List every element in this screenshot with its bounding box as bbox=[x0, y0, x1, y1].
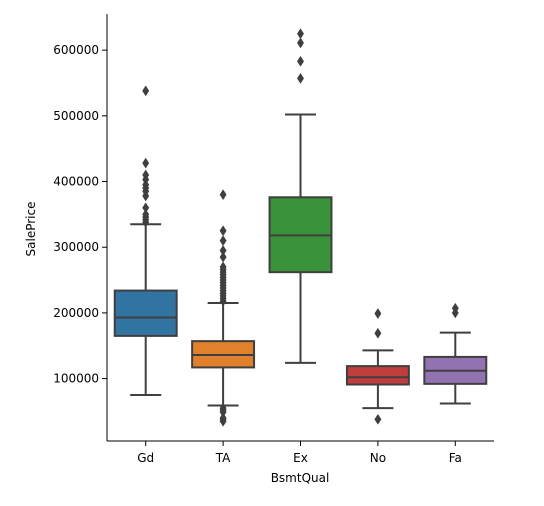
y-tick-label: 400000 bbox=[53, 175, 99, 189]
x-axis-label: BsmtQual bbox=[271, 471, 330, 485]
outlier-point bbox=[219, 235, 227, 247]
box-ta bbox=[191, 189, 256, 427]
outlier-point bbox=[374, 327, 382, 339]
outlier-point bbox=[142, 157, 150, 169]
y-axis-label: SalePrice bbox=[24, 202, 38, 257]
y-axis-ticks: 100000 200000 300000 400000 500000 600000 bbox=[53, 43, 107, 386]
outlier-point bbox=[219, 245, 227, 256]
y-tick-label: 300000 bbox=[53, 240, 99, 254]
box-gd bbox=[113, 85, 178, 397]
outlier-point bbox=[219, 189, 227, 201]
plot-area bbox=[113, 28, 488, 427]
outlier-point bbox=[142, 202, 150, 214]
x-tick-label: Ex bbox=[293, 451, 308, 465]
outlier-point bbox=[142, 85, 150, 97]
outlier-point bbox=[297, 37, 304, 49]
x-tick-label: TA bbox=[215, 451, 231, 465]
box-fa bbox=[423, 302, 488, 405]
box-ex bbox=[268, 28, 333, 364]
outlier-point bbox=[297, 28, 304, 40]
y-tick-label: 600000 bbox=[53, 43, 99, 57]
x-tick-label: No bbox=[370, 451, 386, 465]
outlier-point bbox=[297, 72, 304, 84]
y-tick-label: 200000 bbox=[53, 306, 99, 320]
outlier-point bbox=[219, 412, 227, 424]
outlier-point bbox=[219, 251, 227, 263]
outlier-point bbox=[374, 413, 382, 425]
iqr-box bbox=[113, 289, 178, 337]
y-tick-label: 100000 bbox=[53, 372, 99, 386]
y-tick-label: 500000 bbox=[53, 109, 99, 123]
outlier-point bbox=[142, 208, 150, 220]
outlier-point bbox=[219, 402, 227, 414]
outlier-point bbox=[142, 169, 150, 181]
box-no bbox=[345, 308, 410, 425]
outlier-point bbox=[219, 261, 227, 273]
x-tick-label: Fa bbox=[449, 451, 462, 465]
outlier-point bbox=[451, 302, 459, 314]
outlier-point bbox=[297, 55, 304, 67]
x-tick-label: Gd bbox=[137, 451, 154, 465]
x-axis-ticks: Gd TA Ex No Fa bbox=[137, 441, 462, 465]
iqr-box bbox=[345, 365, 410, 386]
outlier-point bbox=[374, 308, 382, 320]
outlier-point bbox=[219, 225, 227, 237]
